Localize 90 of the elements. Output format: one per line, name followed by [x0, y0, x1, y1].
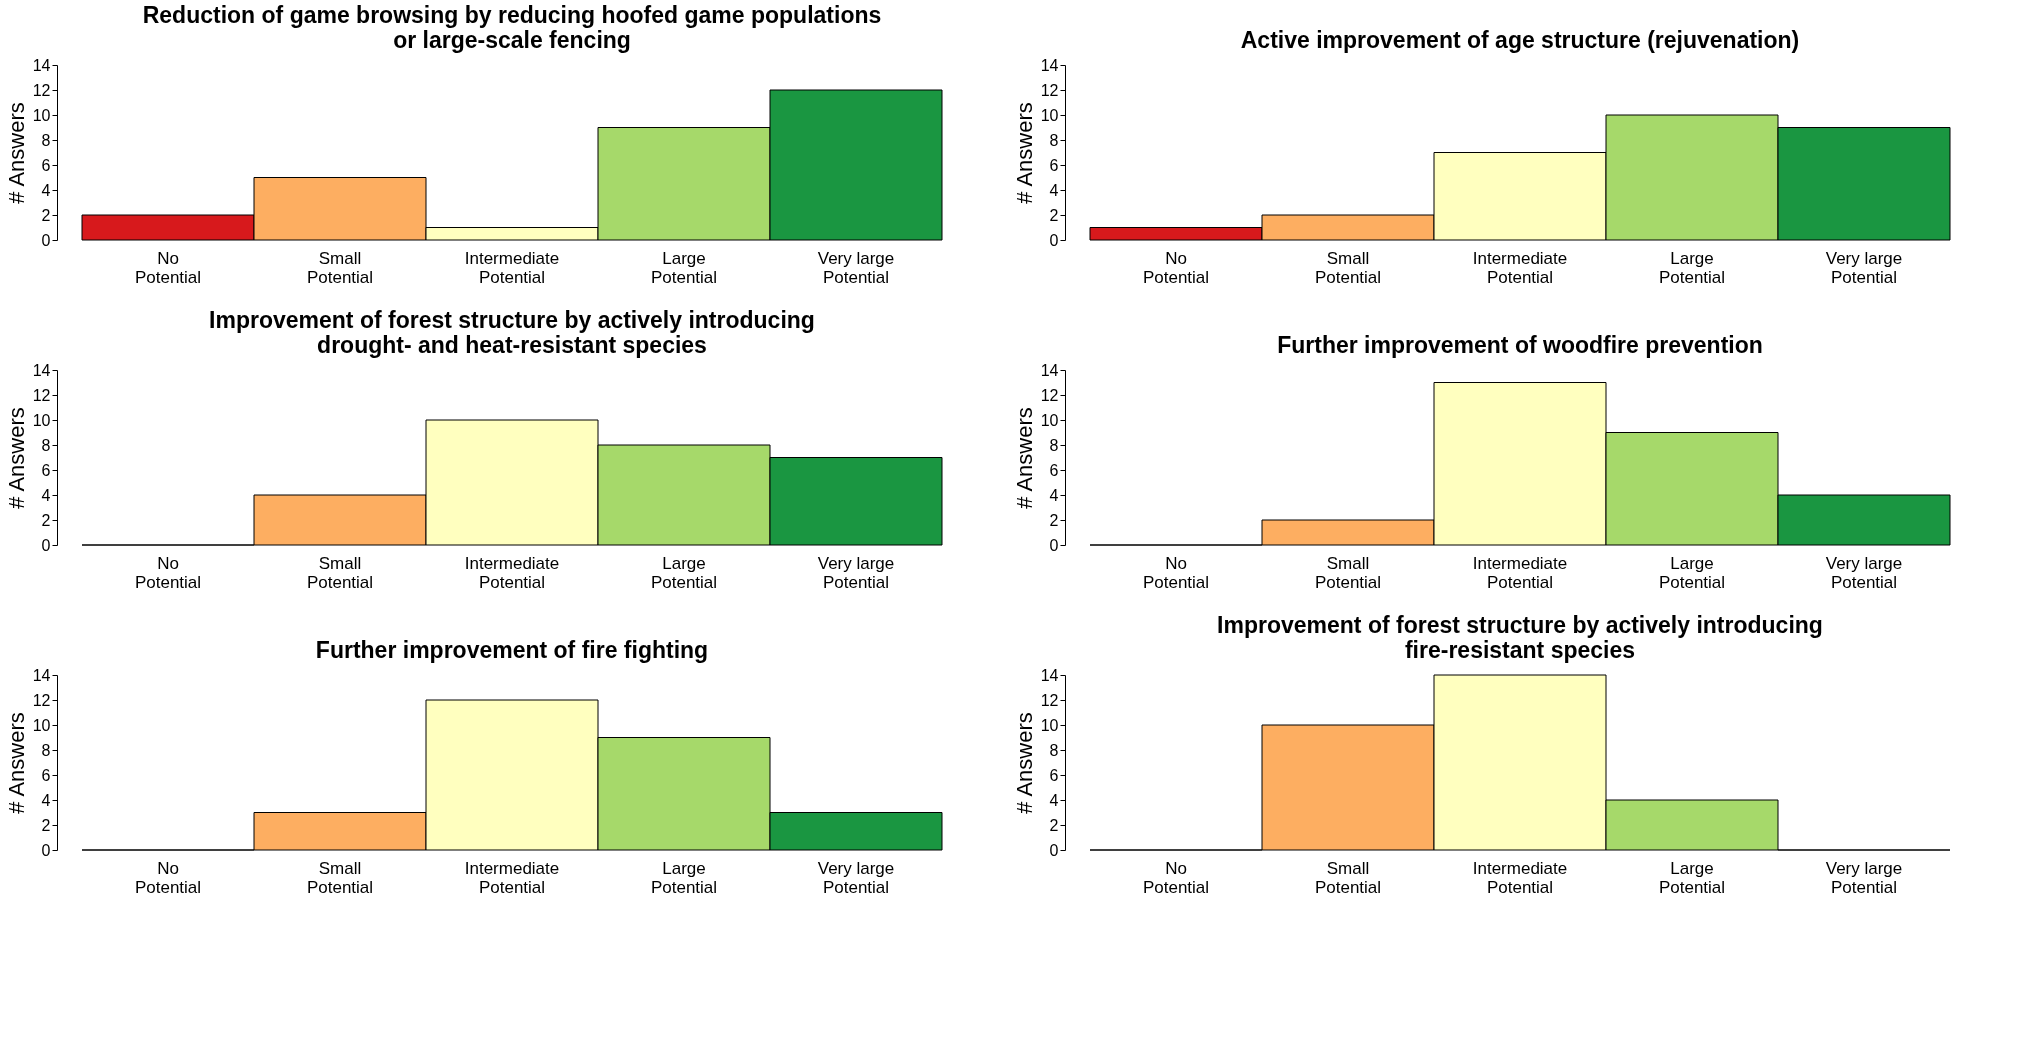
chart-title: Reduction of game browsing by reducing hoofed game populations or large-scale fencing	[142, 2, 882, 53]
chart-title: Active improvement of age structure (rejuvenation)	[1240, 27, 1800, 53]
y-tick-label: 4	[1049, 181, 1059, 199]
y-tick-label: 2	[41, 816, 51, 834]
chart-title: Improvement of forest structure by actively introducing fire-resistant species	[1217, 612, 1823, 663]
x-tick-label: Intermediate Potential	[464, 248, 560, 287]
chart-title: Improvement of forest structure by actively introducing drought- and heat-resistant species	[209, 307, 815, 358]
x-tick-label: Intermediate Potential	[464, 858, 560, 897]
chart-title: Further improvement of fire fighting	[315, 637, 709, 663]
x-tick-label: No Potential	[134, 553, 202, 592]
x-tick-label: Large Potential	[1658, 858, 1726, 897]
x-tick-label: Large Potential	[650, 553, 718, 592]
y-tick-label: 0	[41, 841, 51, 859]
y-tick-label: 14	[1040, 56, 1059, 74]
x-tick-label: No Potential	[134, 248, 202, 287]
y-tick-label: 14	[32, 56, 51, 74]
y-tick-label: 6	[1049, 156, 1059, 174]
x-tick-label: No Potential	[1142, 858, 1210, 897]
y-axis-title: # Answers	[3, 102, 29, 204]
x-tick-label: Large Potential	[1658, 553, 1726, 592]
y-tick-label: 2	[1049, 511, 1059, 529]
y-tick-label: 8	[41, 741, 51, 759]
y-tick-label: 10	[1040, 106, 1059, 124]
y-tick-label: 10	[32, 411, 51, 429]
x-tick-label: Very large Potential	[1825, 553, 1903, 592]
x-tick-label: Large Potential	[650, 858, 718, 897]
y-tick-label: 8	[41, 436, 51, 454]
y-tick-label: 4	[1049, 486, 1059, 504]
y-axis-title: # Answers	[3, 712, 29, 814]
y-tick-label: 6	[1049, 766, 1059, 784]
y-tick-label: 2	[41, 511, 51, 529]
y-tick-label: 0	[1049, 841, 1059, 859]
y-tick-label: 4	[41, 486, 51, 504]
y-tick-label: 6	[41, 461, 51, 479]
x-tick-label: Intermediate Potential	[464, 553, 560, 592]
x-tick-label: Small Potential	[306, 248, 374, 287]
x-tick-label: Very large Potential	[1825, 858, 1903, 897]
y-tick-label: 10	[32, 106, 51, 124]
y-tick-label: 12	[1040, 81, 1059, 99]
y-tick-label: 12	[32, 386, 51, 404]
y-tick-label: 14	[32, 666, 51, 684]
y-axis-title: # Answers	[1011, 712, 1037, 814]
y-tick-label: 14	[32, 361, 51, 379]
x-tick-label: Very large Potential	[817, 248, 895, 287]
y-tick-label: 12	[32, 81, 51, 99]
x-tick-label: Very large Potential	[1825, 248, 1903, 287]
y-tick-label: 4	[41, 181, 51, 199]
y-tick-label: 8	[1049, 436, 1059, 454]
y-tick-label: 14	[1040, 666, 1059, 684]
y-tick-label: 14	[1040, 361, 1059, 379]
x-tick-label: Small Potential	[306, 858, 374, 897]
y-tick-label: 4	[41, 791, 51, 809]
y-tick-label: 8	[1049, 741, 1059, 759]
y-tick-label: 0	[41, 536, 51, 554]
y-tick-label: 0	[41, 231, 51, 249]
y-tick-label: 0	[1049, 536, 1059, 554]
x-tick-label: Small Potential	[1314, 553, 1382, 592]
y-tick-label: 0	[1049, 231, 1059, 249]
x-tick-label: Intermediate Potential	[1472, 858, 1568, 897]
y-tick-label: 10	[1040, 716, 1059, 734]
x-tick-label: Very large Potential	[817, 553, 895, 592]
y-tick-label: 4	[1049, 791, 1059, 809]
y-tick-label: 6	[1049, 461, 1059, 479]
y-tick-label: 2	[41, 206, 51, 224]
x-tick-label: Small Potential	[1314, 858, 1382, 897]
y-axis-title: # Answers	[1011, 102, 1037, 204]
x-tick-label: Large Potential	[650, 248, 718, 287]
x-tick-label: Large Potential	[1658, 248, 1726, 287]
x-tick-label: Intermediate Potential	[1472, 553, 1568, 592]
y-tick-label: 6	[41, 156, 51, 174]
x-tick-label: No Potential	[1142, 553, 1210, 592]
y-tick-label: 8	[1049, 131, 1059, 149]
y-tick-label: 8	[41, 131, 51, 149]
x-tick-label: Very large Potential	[817, 858, 895, 897]
x-tick-label: Intermediate Potential	[1472, 248, 1568, 287]
y-tick-label: 10	[1040, 411, 1059, 429]
y-tick-label: 2	[1049, 206, 1059, 224]
y-axis-title: # Answers	[1011, 407, 1037, 509]
y-tick-label: 12	[1040, 691, 1059, 709]
y-tick-label: 2	[1049, 816, 1059, 834]
x-tick-label: No Potential	[1142, 248, 1210, 287]
y-tick-label: 6	[41, 766, 51, 784]
x-tick-label: Small Potential	[1314, 248, 1382, 287]
chart-title: Further improvement of woodfire prevention	[1277, 332, 1763, 358]
y-axis-title: # Answers	[3, 407, 29, 509]
y-tick-label: 10	[32, 716, 51, 734]
x-tick-label: No Potential	[134, 858, 202, 897]
x-tick-label: Small Potential	[306, 553, 374, 592]
y-tick-label: 12	[1040, 386, 1059, 404]
y-tick-label: 12	[32, 691, 51, 709]
